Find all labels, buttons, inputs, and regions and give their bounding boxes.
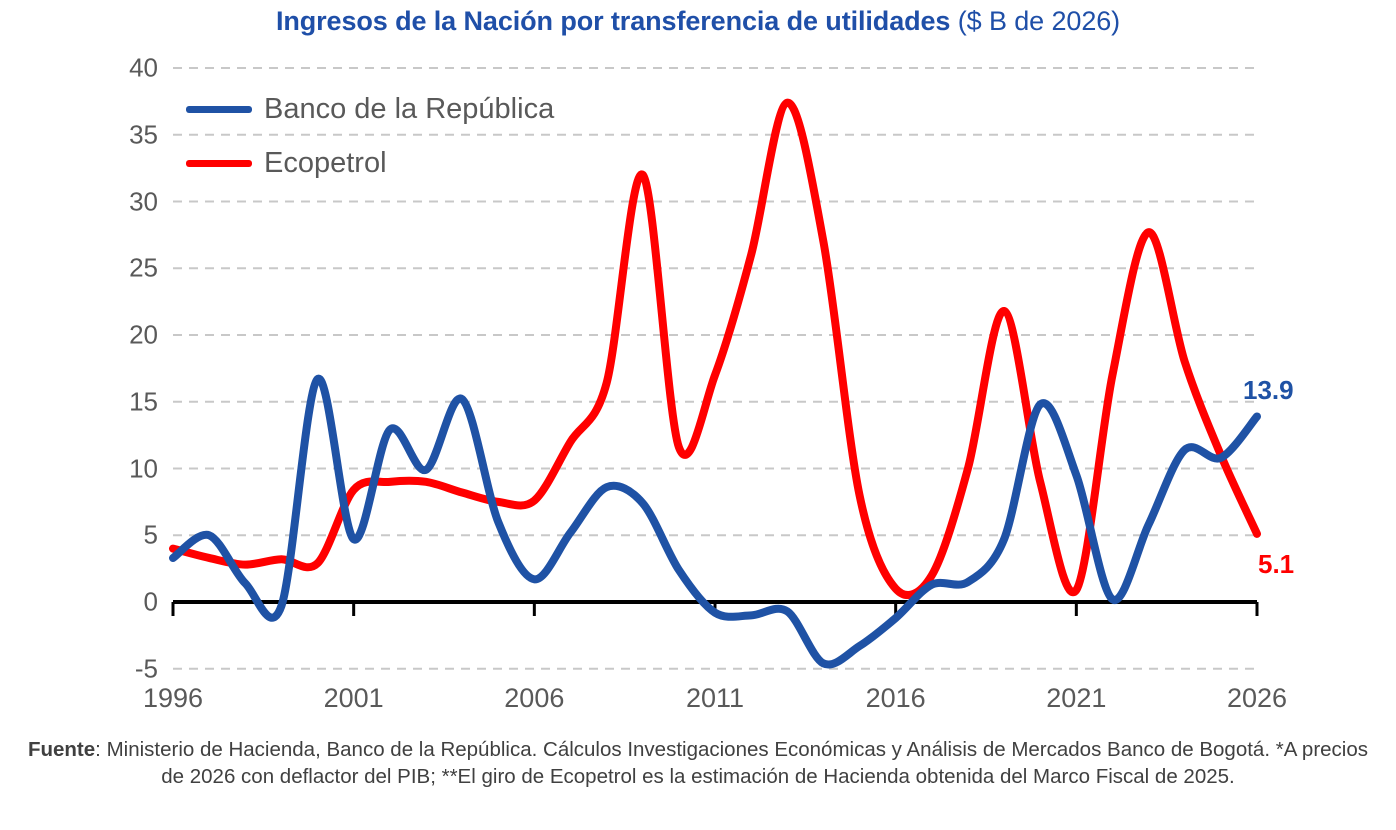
y-axis-tick-label: 5 bbox=[143, 519, 158, 550]
legend-swatch-blue bbox=[186, 105, 252, 113]
y-axis-labels: 40 35 30 25 20 15 10 5 0 -5 bbox=[95, 0, 158, 830]
legend-swatch-red bbox=[186, 159, 252, 167]
chart-title-main: Ingresos de la Nación por transferencia … bbox=[275, 6, 951, 36]
y-axis-tick-label: 15 bbox=[129, 386, 158, 417]
end-value-label-ecopetrol: 5.1 bbox=[1258, 549, 1295, 579]
x-axis-tick-label: 2026 bbox=[1226, 683, 1288, 713]
y-axis-tick-label: 20 bbox=[129, 319, 158, 350]
x-axis-tick-label: 2001 bbox=[323, 683, 384, 713]
chart-title-suffix: ($ B de 2026) bbox=[950, 6, 1121, 36]
footnote-source-label: Fuente bbox=[27, 738, 96, 761]
chart-legend: Banco de la República Ecopetrol bbox=[186, 82, 554, 190]
y-axis-tick-label: 35 bbox=[129, 119, 158, 150]
x-axis-tick-label: 2021 bbox=[1046, 683, 1107, 713]
end-value-label-banco-republica: 13.9 bbox=[1243, 375, 1294, 405]
x-axis-tick-label: 2011 bbox=[685, 683, 745, 713]
y-axis-tick-label: 40 bbox=[129, 52, 158, 83]
legend-label-ecopetrol: Ecopetrol bbox=[264, 146, 387, 179]
series-line-banco-republica bbox=[169, 375, 1261, 669]
y-axis-tick-label: 30 bbox=[129, 186, 158, 216]
legend-item-banco-republica: Banco de la República bbox=[186, 82, 554, 136]
x-axis-tick-label: 2006 bbox=[504, 683, 565, 713]
legend-item-ecopetrol: Ecopetrol bbox=[186, 136, 554, 190]
series-canvas bbox=[169, 67, 1261, 670]
y-axis-tick-label: 0 bbox=[143, 586, 158, 617]
footnote-text: : Ministerio de Hacienda, Banco de la Re… bbox=[95, 738, 1369, 789]
x-axis-tick-label: 2016 bbox=[865, 683, 926, 713]
chart-title: Ingresos de la Nación por transferencia … bbox=[0, 6, 1396, 37]
y-axis-tick-label: 25 bbox=[129, 252, 158, 283]
plot-area bbox=[169, 67, 1261, 670]
x-axis-labels: 1996 2001 2006 2011 2016 2021 2026 bbox=[0, 683, 1396, 723]
x-axis-tick-label: 1996 bbox=[142, 683, 204, 713]
footnote: Fuente: Ministerio de Hacienda, Banco de… bbox=[14, 736, 1382, 791]
y-axis-tick-label: -5 bbox=[134, 653, 158, 684]
y-axis-tick-label: 10 bbox=[129, 453, 158, 483]
legend-label-banco-republica: Banco de la República bbox=[264, 92, 555, 125]
